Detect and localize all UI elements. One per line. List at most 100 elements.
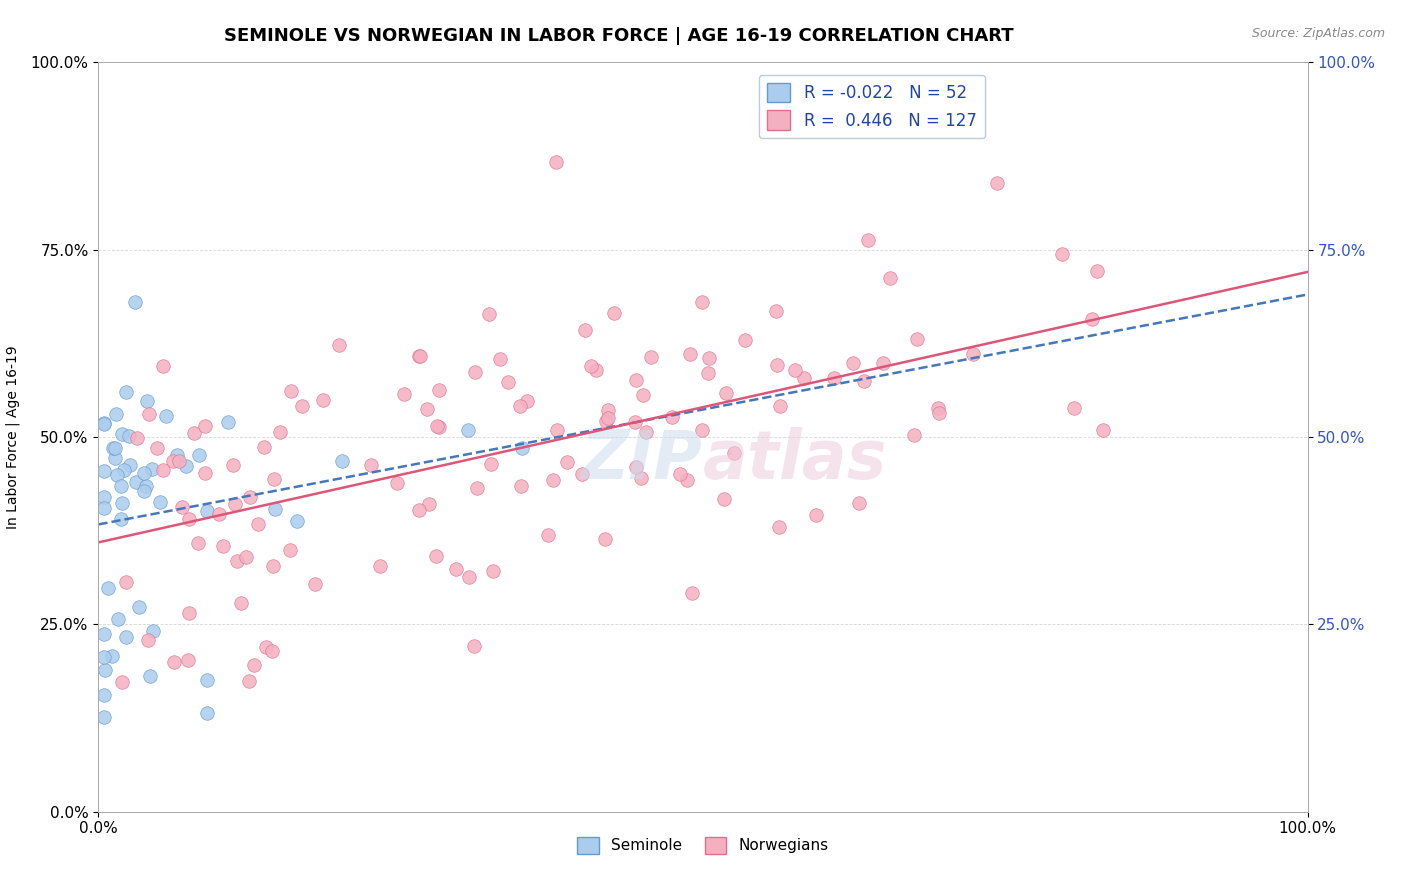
Point	[360, 458, 382, 472]
Point	[138, 633, 160, 648]
Point	[112, 463, 135, 477]
Point	[668, 467, 690, 482]
Point	[328, 338, 350, 352]
Point	[179, 606, 201, 620]
Point	[110, 512, 132, 526]
Point	[264, 502, 287, 516]
Point	[132, 483, 155, 498]
Point	[128, 599, 150, 614]
Point	[768, 519, 790, 533]
Point	[105, 467, 128, 482]
Point	[676, 473, 699, 487]
Point	[110, 479, 132, 493]
Point	[217, 415, 239, 429]
Point	[97, 581, 120, 595]
Y-axis label: In Labor Force | Age 16-19: In Labor Force | Age 16-19	[6, 345, 20, 529]
Point	[541, 473, 564, 487]
Point	[387, 475, 409, 490]
Point	[104, 451, 127, 466]
Point	[783, 362, 806, 376]
Point	[155, 409, 177, 423]
Point	[793, 370, 815, 384]
Point	[579, 359, 602, 373]
Point	[125, 475, 148, 489]
Point	[546, 424, 568, 438]
Point	[254, 640, 277, 654]
Point	[139, 669, 162, 683]
Point	[848, 495, 870, 509]
Point	[927, 401, 949, 415]
Point	[478, 307, 501, 321]
Point	[509, 400, 531, 414]
Point	[134, 466, 156, 480]
Point	[195, 504, 218, 518]
Point	[734, 333, 756, 347]
Point	[713, 491, 735, 506]
Point	[239, 490, 262, 504]
Point	[195, 706, 218, 720]
Point	[146, 441, 169, 455]
Point	[1081, 311, 1104, 326]
Point	[253, 440, 276, 454]
Point	[496, 375, 519, 389]
Point	[152, 359, 174, 374]
Point	[187, 536, 209, 550]
Point	[111, 674, 134, 689]
Point	[603, 306, 626, 320]
Point	[304, 577, 326, 591]
Point	[905, 332, 928, 346]
Point	[238, 673, 260, 688]
Point	[962, 347, 984, 361]
Point	[170, 500, 193, 514]
Point	[571, 467, 593, 481]
Point	[93, 416, 115, 430]
Point	[679, 347, 702, 361]
Point	[852, 374, 875, 388]
Point	[138, 407, 160, 421]
Point	[224, 497, 246, 511]
Point	[681, 586, 703, 600]
Point	[595, 414, 617, 428]
Point	[574, 323, 596, 337]
Point	[280, 384, 302, 398]
Point	[661, 410, 683, 425]
Point	[623, 415, 645, 429]
Point	[101, 648, 124, 663]
Point	[177, 653, 200, 667]
Point	[107, 611, 129, 625]
Point	[690, 424, 713, 438]
Point	[697, 366, 720, 380]
Point	[169, 454, 191, 468]
Point	[263, 472, 285, 486]
Point	[222, 458, 245, 472]
Point	[640, 350, 662, 364]
Point	[463, 640, 485, 654]
Point	[149, 495, 172, 509]
Point	[111, 496, 134, 510]
Point	[585, 362, 607, 376]
Point	[187, 448, 209, 462]
Point	[544, 154, 567, 169]
Point	[1085, 264, 1108, 278]
Point	[630, 471, 652, 485]
Point	[262, 558, 284, 573]
Point	[118, 429, 141, 443]
Point	[1063, 401, 1085, 415]
Point	[464, 365, 486, 379]
Point	[479, 457, 502, 471]
Point	[166, 448, 188, 462]
Point	[141, 461, 163, 475]
Point	[467, 481, 489, 495]
Point	[262, 644, 284, 658]
Point	[269, 425, 291, 440]
Point	[194, 419, 217, 434]
Point	[94, 663, 117, 677]
Point	[312, 393, 335, 408]
Point	[636, 425, 658, 439]
Point	[633, 387, 655, 401]
Point	[162, 454, 184, 468]
Point	[427, 419, 450, 434]
Point	[858, 233, 880, 247]
Point	[444, 562, 467, 576]
Point	[596, 403, 619, 417]
